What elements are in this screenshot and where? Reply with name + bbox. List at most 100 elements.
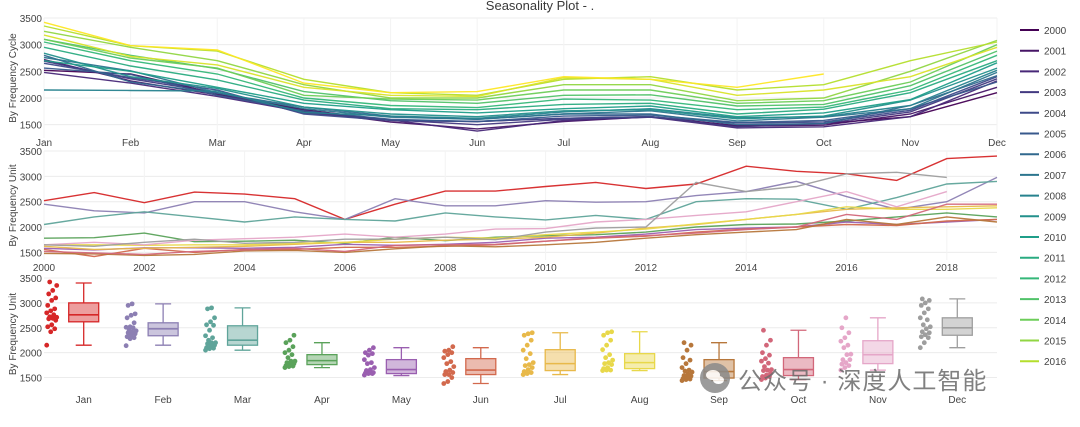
p3-point-Jun <box>449 375 455 380</box>
p3-point-Dec <box>920 322 926 328</box>
p3-point-Oct <box>762 364 767 370</box>
legend-label-2006: 2006 <box>1044 150 1067 161</box>
p3-point-Nov <box>844 352 850 358</box>
p1-series-line-2011 <box>43 46 998 115</box>
p3-point-Jan <box>45 302 51 308</box>
p3-point-Dec <box>918 302 924 308</box>
p3-point-Jun <box>445 352 451 358</box>
p3-point-Dec <box>922 332 928 338</box>
p2-xtick-2012: 2012 <box>635 263 658 274</box>
p3-point-Apr <box>291 332 297 338</box>
p3-point-Jan <box>51 312 57 318</box>
p2-ytick-2500: 2500 <box>20 198 43 209</box>
p1-ytick-3000: 3000 <box>20 41 43 52</box>
p1-xtick-Jun: Jun <box>469 138 485 149</box>
p3-point-May <box>363 368 369 373</box>
p3-point-Jan <box>49 298 55 303</box>
p1-ylabel: By Frequency Cycle <box>8 33 19 123</box>
p3-point-Feb <box>125 302 131 308</box>
p3-point-Nov <box>840 357 846 363</box>
p3-point-Aug <box>606 360 612 366</box>
p3-point-Nov <box>845 342 851 348</box>
p3-point-Apr <box>282 350 288 356</box>
p3-point-Feb <box>131 320 137 326</box>
p3-point-Jul <box>528 337 534 343</box>
p3-point-Dec <box>919 296 925 302</box>
legend-label-2005: 2005 <box>1044 130 1067 141</box>
p1-series-line-2008 <box>43 69 998 120</box>
p3-point-Aug <box>607 352 613 358</box>
p3-point-Oct <box>761 327 766 333</box>
p3-point-Oct <box>763 356 768 362</box>
p3-point-Oct <box>767 352 772 358</box>
legend-label-2011: 2011 <box>1044 254 1066 265</box>
legend-label-2015: 2015 <box>1044 337 1067 348</box>
p3-point-Aug <box>601 366 607 371</box>
p3-point-Sep <box>688 342 694 348</box>
p3-point-Sep <box>682 368 688 374</box>
p3-point-Jul <box>529 330 535 336</box>
p1-xtick-Apr: Apr <box>296 138 312 149</box>
p3-point-Feb <box>131 335 137 341</box>
p3-point-Sep <box>683 361 689 367</box>
p2-ylabel: By Frequency Unit <box>8 164 19 246</box>
p1-series-line-2007 <box>43 56 998 122</box>
p3-xtick-Mar: Mar <box>234 395 252 406</box>
p3-point-Nov <box>843 315 849 321</box>
p3-xtick-Jun: Jun <box>473 395 489 406</box>
p3-point-Apr <box>285 355 291 361</box>
p2-series-line-Sep <box>43 216 998 257</box>
legend-label-2010: 2010 <box>1044 233 1067 244</box>
legend: 2000 2001 2002 2003 2004 2005 2006 2007 2008 2009… <box>1020 26 1067 368</box>
p2-series-line-Jul <box>43 205 998 251</box>
p3-point-Sep <box>679 365 685 370</box>
p3-point-Jan <box>54 283 60 288</box>
p3-point-Jul <box>525 331 531 337</box>
p3-point-Aug <box>601 332 607 338</box>
legend-label-2003: 2003 <box>1044 88 1067 99</box>
p1-xtick-Mar: Mar <box>209 138 227 149</box>
p3-point-May <box>367 367 373 372</box>
p3-point-Dec <box>923 326 929 332</box>
p3-box-May <box>385 358 418 375</box>
p3-point-Apr <box>286 347 292 353</box>
legend-label-2008: 2008 <box>1044 192 1067 203</box>
p3-point-May <box>361 357 367 363</box>
p3-point-Dec <box>917 315 923 321</box>
p3-point-Jul <box>523 356 529 362</box>
p3-point-Mar <box>212 315 217 321</box>
p2-xtick-2002: 2002 <box>133 263 156 274</box>
p3-point-Jul <box>525 367 531 372</box>
p3-point-Mar <box>211 322 216 328</box>
p3-point-Oct <box>760 350 765 356</box>
p3-ytick-2000: 2000 <box>20 349 43 360</box>
p3-point-Jul <box>520 347 526 353</box>
p3-point-Feb <box>128 312 134 318</box>
p3-point-Sep <box>681 373 687 378</box>
p3-point-Dec <box>927 324 933 330</box>
p3-point-May <box>362 350 368 356</box>
p3-point-Nov <box>839 361 845 367</box>
legend-label-2002: 2002 <box>1044 67 1067 78</box>
p3-point-Dec <box>926 298 932 303</box>
p3-point-Mar <box>208 319 213 325</box>
p3-point-Oct <box>766 360 771 366</box>
p2-xtick-2016: 2016 <box>835 263 858 274</box>
p1-xtick-Aug: Aug <box>642 138 660 149</box>
chart-title: Seasonality Plot - . <box>486 0 594 13</box>
p3-point-Mar <box>207 327 212 333</box>
p1-series-line-2015 <box>43 30 998 102</box>
p3-point-Dec <box>924 317 930 323</box>
p3-xtick-Jul: Jul <box>554 395 567 406</box>
p3-point-Jan <box>47 314 53 320</box>
p3-point-Dec <box>921 310 927 316</box>
p3-point-Jan <box>48 329 54 335</box>
p3-point-May <box>369 351 375 357</box>
p3-point-Apr <box>283 340 289 346</box>
p3-point-Nov <box>838 367 844 373</box>
p3-point-Oct <box>769 367 774 372</box>
p3-point-Feb <box>124 315 130 321</box>
p3-point-May <box>370 345 376 351</box>
